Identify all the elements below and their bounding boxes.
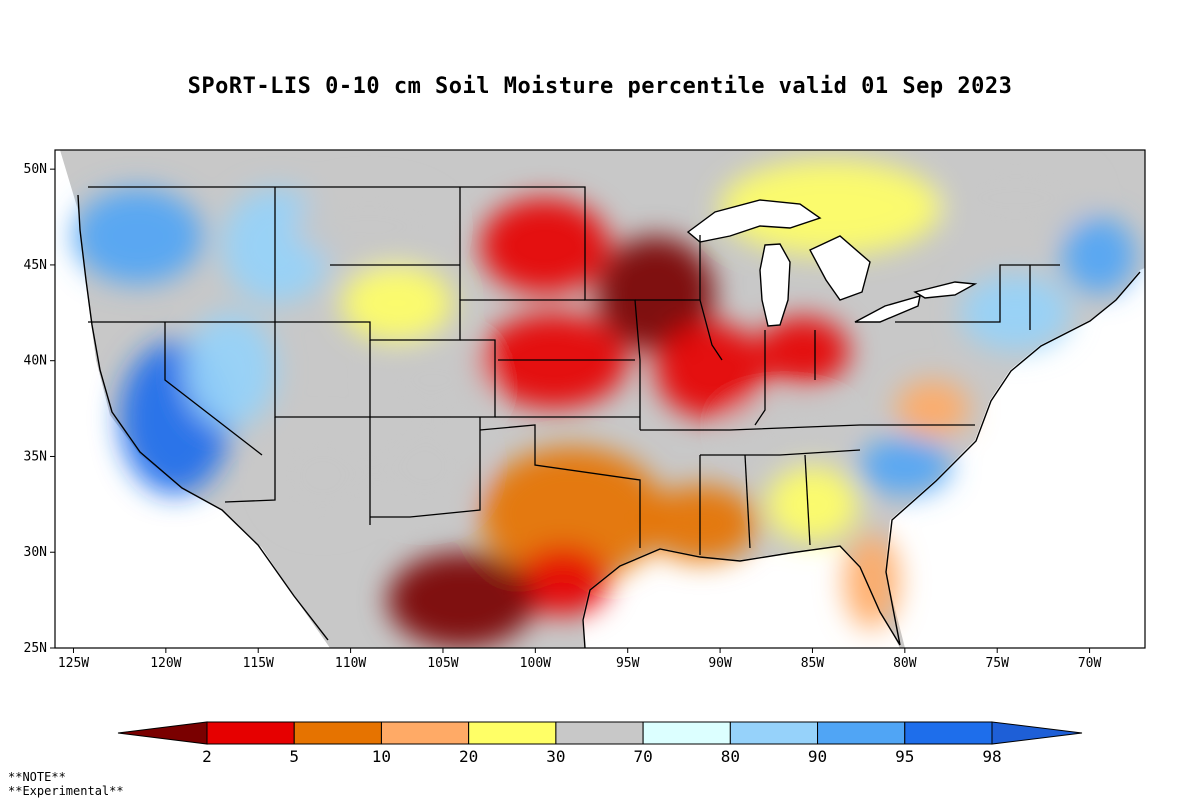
lat-tick-label: 35N (24, 449, 47, 464)
percentile-regions (73, 159, 1136, 648)
region-texas-oklahoma (479, 446, 665, 581)
region-mexico-north (387, 552, 536, 648)
map-frame (55, 150, 1145, 648)
latitude-ticks: 50N 45N 40N 35N 30N 25N (24, 162, 55, 656)
lon-tick-label: 120W (150, 656, 181, 671)
colorbar-label: 90 (808, 747, 827, 766)
colorbar-label: 5 (289, 747, 299, 766)
region-iowa-minnesota (596, 236, 715, 352)
experimental-label: **Experimental** (8, 784, 124, 798)
west-coastline (77, 194, 329, 641)
colorbar-swatch (642, 721, 731, 745)
lon-tick-label: 70W (1078, 656, 1102, 671)
region-alabama-georgia (766, 466, 859, 543)
region-pacific-northwest (73, 188, 203, 285)
lon-tick-label: 80W (893, 656, 917, 671)
region-wyoming (341, 264, 453, 342)
note-label: **NOTE** (8, 770, 66, 784)
lat-tick-label: 40N (24, 354, 47, 369)
lake-ontario (913, 281, 978, 299)
region-montana (295, 188, 443, 265)
colorbar: 2 5 10 20 30 70 80 90 95 98 (117, 721, 1083, 766)
lon-tick-label: 75W (985, 656, 1009, 671)
colorbar-swatch (555, 721, 644, 745)
colorbar-low-arrow (117, 721, 208, 745)
colorbar-high-arrow (991, 721, 1083, 745)
region-carolinas (858, 437, 952, 495)
region-florida (843, 533, 900, 629)
region-colorado (378, 341, 490, 419)
region-nevada (184, 312, 277, 428)
lake-superior (686, 199, 822, 243)
gulf-of-mexico (582, 545, 900, 648)
great-lakes (686, 199, 978, 327)
lon-tick-label: 90W (708, 656, 732, 671)
lat-tick-label: 50N (24, 162, 47, 177)
colorbar-swatch (293, 721, 382, 745)
colorbar-swatch (206, 721, 295, 745)
lat-tick-label: 30N (24, 545, 47, 560)
lon-tick-label: 105W (427, 656, 458, 671)
gulf-coastline (582, 545, 901, 648)
atlantic-ocean (885, 268, 1145, 648)
lake-michigan (759, 243, 791, 327)
colorbar-label: 95 (895, 747, 914, 766)
lat-tick-label: 25N (24, 641, 47, 656)
map-title: SPoRT-LIS 0-10 cm Soil Moisture percenti… (187, 74, 1013, 99)
region-south-texas (516, 546, 610, 616)
region-nebraska-kansas (479, 312, 628, 409)
colorbar-label: 70 (633, 747, 652, 766)
lake-erie (854, 295, 921, 323)
lon-tick-label: 125W (58, 656, 89, 671)
pacific-ocean (55, 150, 330, 648)
state-boundaries (88, 186, 1060, 555)
east-coastline (885, 271, 1141, 646)
region-louisiana-mississippi (646, 485, 758, 562)
lon-tick-label: 110W (335, 656, 366, 671)
colorbar-label: 30 (546, 747, 565, 766)
region-ontario (720, 159, 942, 256)
lon-tick-label: 85W (801, 656, 825, 671)
colorbar-label: 10 (372, 747, 391, 766)
colorbar-swatch (729, 721, 819, 745)
region-virginia (895, 379, 970, 438)
lon-tick-label: 100W (520, 656, 551, 671)
lat-tick-label: 45N (24, 258, 47, 273)
colorbar-swatch (904, 721, 993, 745)
region-quebec (941, 159, 1090, 237)
region-northeast (960, 274, 1072, 352)
colorbar-label: 2 (202, 747, 212, 766)
map-border (54, 149, 1146, 649)
colorbar-swatch (380, 721, 470, 745)
longitude-ticks: 125W 120W 115W 110W 105W 100W 95W 90W 85W 80W 75W 7… (58, 648, 1102, 671)
lake-huron (809, 235, 871, 301)
region-missouri-illinois (655, 322, 767, 419)
region-dakotas (479, 197, 610, 294)
region-indiana-ohio (757, 316, 850, 386)
colorbar-label: 20 (459, 747, 478, 766)
colorbar-swatch (468, 721, 557, 745)
colorbar-label: 98 (982, 747, 1001, 766)
colorbar-swatch (817, 721, 906, 745)
region-maine (1061, 217, 1136, 294)
region-arizona (271, 427, 375, 524)
lon-tick-label: 115W (243, 656, 274, 671)
region-new-mexico (372, 418, 477, 514)
colorbar-label: 80 (721, 747, 740, 766)
lon-tick-label: 95W (616, 656, 640, 671)
